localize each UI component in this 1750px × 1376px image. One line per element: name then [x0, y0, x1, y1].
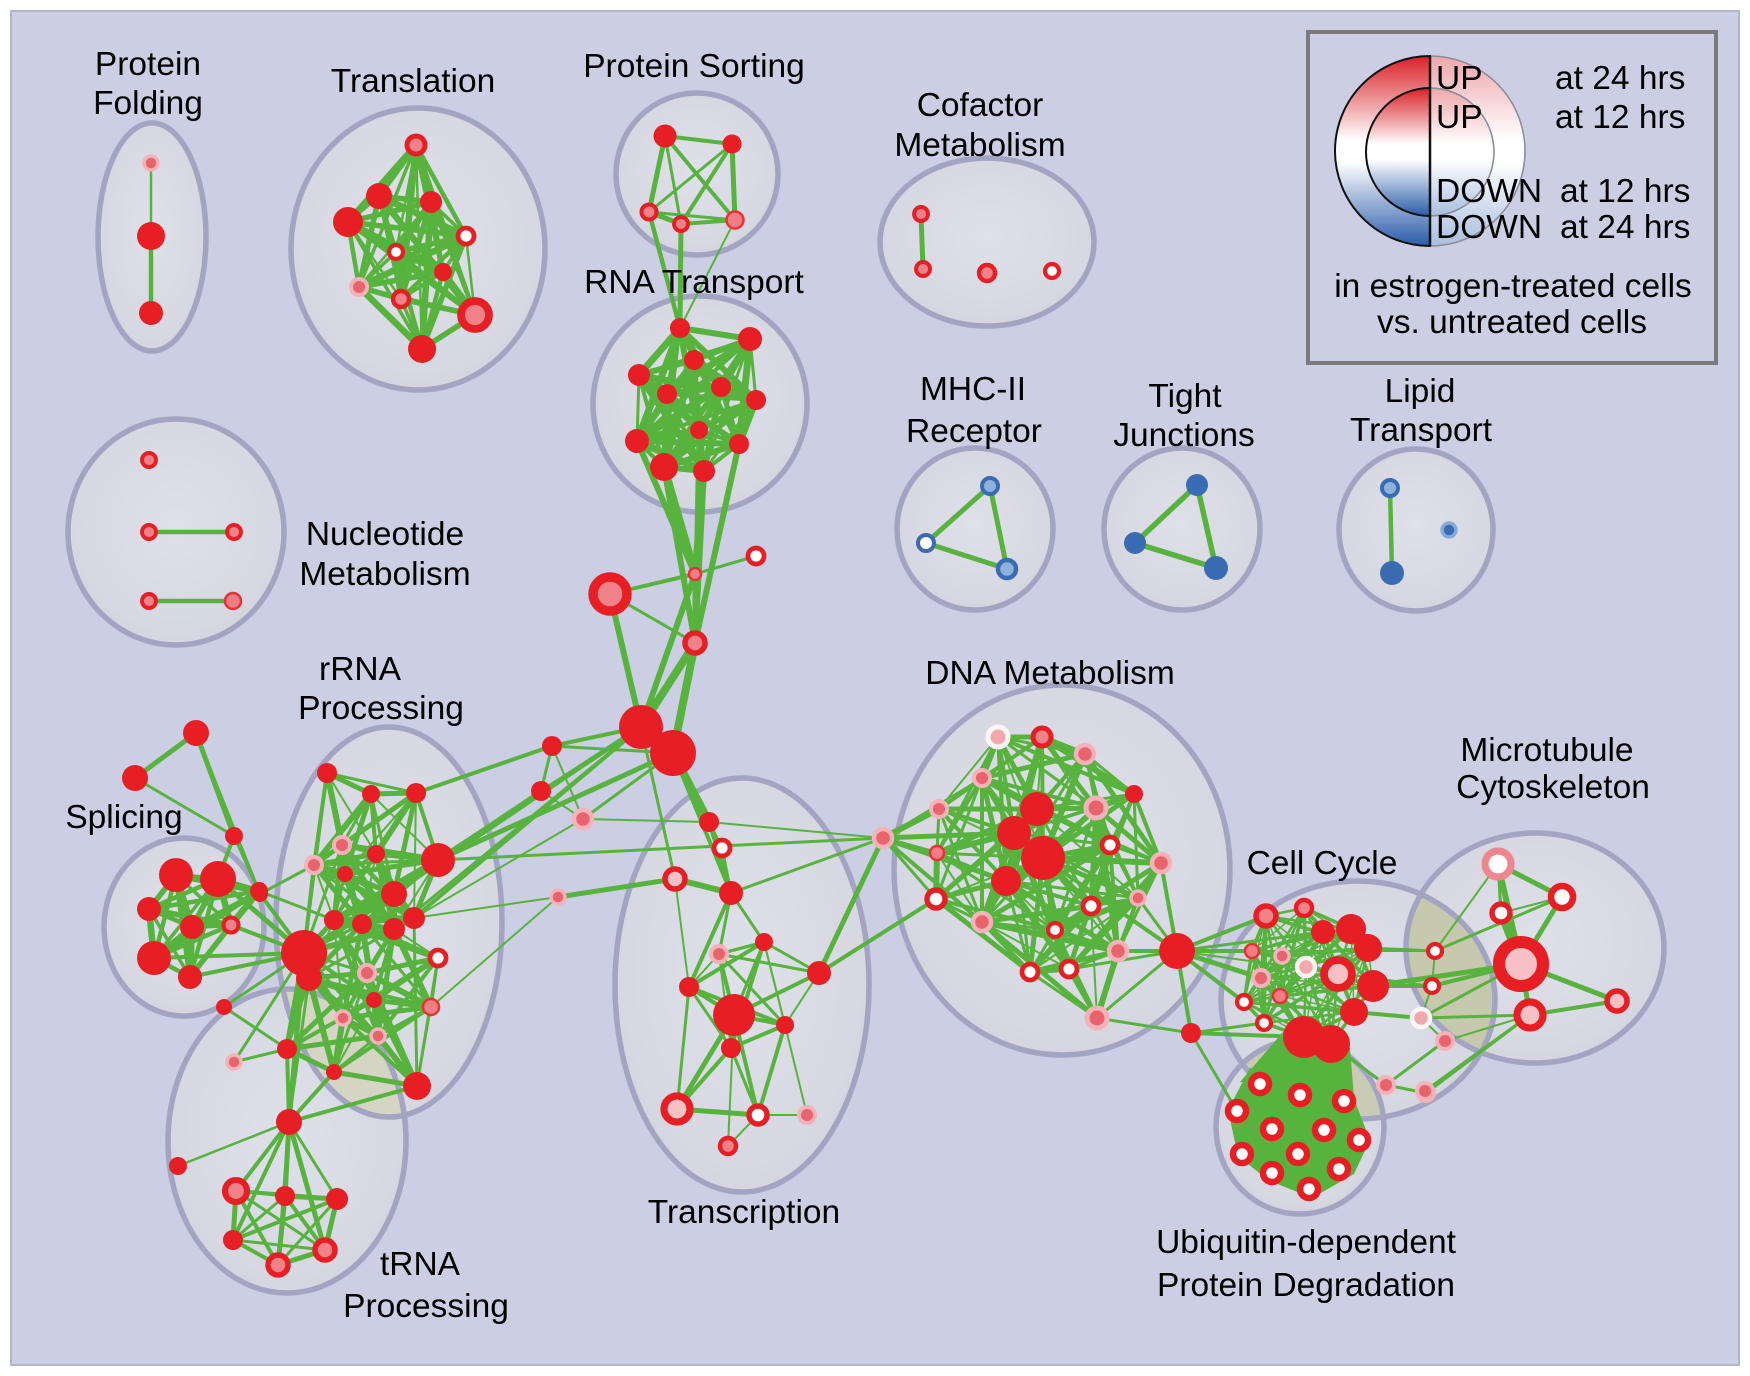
svg-text:Processing: Processing	[298, 690, 464, 727]
svg-text:vs. untreated cells: vs. untreated cells	[1377, 304, 1647, 341]
svg-text:DNA Metabolism: DNA Metabolism	[925, 655, 1174, 692]
svg-text:in estrogen-treated cells: in estrogen-treated cells	[1334, 268, 1692, 305]
svg-text:Transcription: Transcription	[648, 1194, 840, 1231]
svg-text:at 12 hrs: at 12 hrs	[1560, 173, 1690, 210]
svg-text:Splicing: Splicing	[65, 799, 182, 836]
svg-text:tRNA: tRNA	[380, 1246, 461, 1283]
svg-text:RNA Transport: RNA Transport	[584, 264, 804, 301]
svg-text:at 24 hrs: at 24 hrs	[1555, 60, 1685, 97]
svg-text:UP: UP	[1436, 99, 1483, 136]
svg-text:Protein: Protein	[95, 46, 201, 83]
svg-text:Receptor: Receptor	[906, 413, 1042, 450]
svg-text:Cofactor: Cofactor	[917, 87, 1044, 124]
svg-text:Metabolism: Metabolism	[894, 127, 1065, 164]
svg-text:Protein Sorting: Protein Sorting	[583, 48, 805, 85]
svg-text:at 24 hrs: at 24 hrs	[1560, 209, 1690, 246]
svg-text:Transport: Transport	[1350, 412, 1493, 449]
svg-text:DOWN: DOWN	[1436, 173, 1542, 210]
svg-text:Cell Cycle: Cell Cycle	[1247, 845, 1398, 882]
svg-text:Ubiquitin-dependent: Ubiquitin-dependent	[1156, 1224, 1457, 1261]
svg-text:MHC-II: MHC-II	[920, 371, 1026, 408]
svg-text:Metabolism: Metabolism	[299, 556, 470, 593]
svg-text:at 12 hrs: at 12 hrs	[1555, 99, 1685, 136]
svg-text:Nucleotide: Nucleotide	[306, 516, 464, 553]
svg-text:Tight: Tight	[1148, 378, 1222, 415]
svg-text:Translation: Translation	[331, 63, 495, 100]
svg-text:DOWN: DOWN	[1436, 209, 1542, 246]
svg-text:UP: UP	[1436, 60, 1483, 97]
svg-text:Folding: Folding	[93, 85, 203, 122]
svg-text:Processing: Processing	[343, 1288, 509, 1325]
svg-text:Protein Degradation: Protein Degradation	[1157, 1267, 1455, 1304]
svg-text:Lipid: Lipid	[1385, 373, 1456, 410]
svg-text:Junctions: Junctions	[1113, 417, 1255, 454]
svg-text:rRNA: rRNA	[319, 651, 402, 688]
svg-text:Microtubule: Microtubule	[1460, 732, 1633, 769]
svg-text:Cytoskeleton: Cytoskeleton	[1456, 769, 1650, 806]
